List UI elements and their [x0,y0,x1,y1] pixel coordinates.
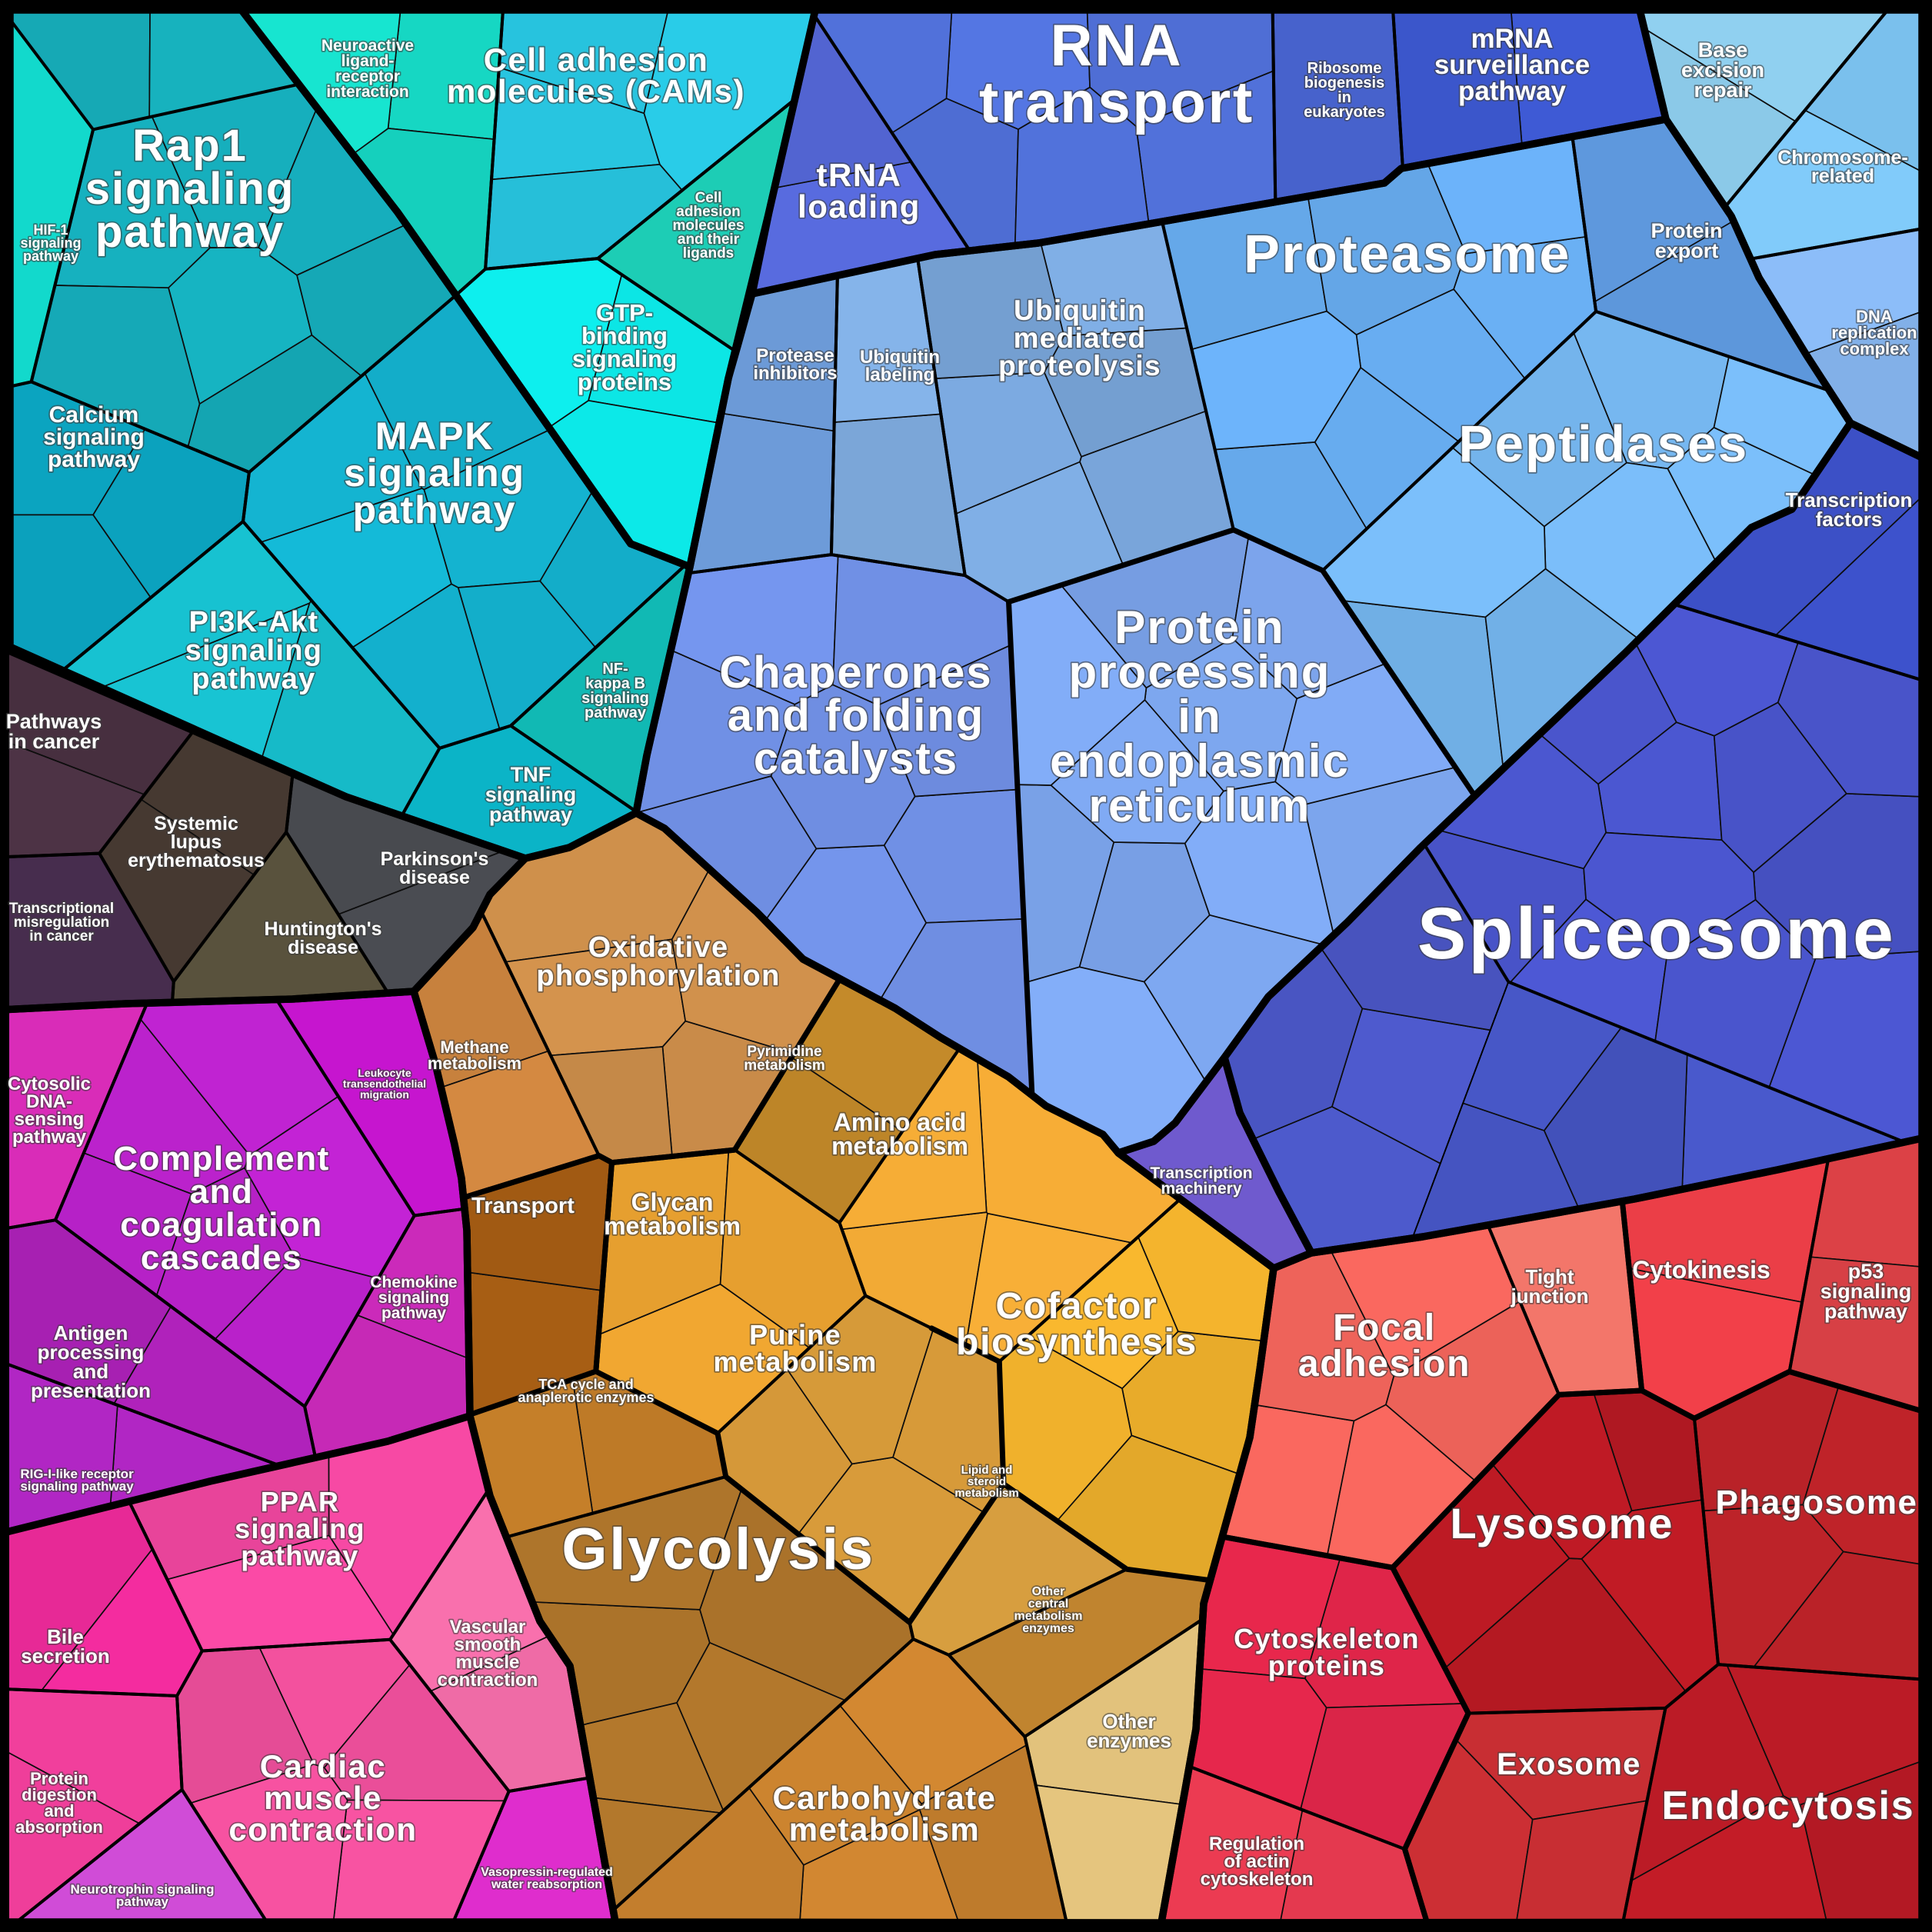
svg-text:Endocytosis: Endocytosis [1662,1784,1915,1828]
svg-text:Transport: Transport [471,1194,575,1218]
svg-text:Peptidases: Peptidases [1459,415,1749,473]
svg-text:Proteasome: Proteasome [1244,224,1571,284]
svg-text:Exosome: Exosome [1497,1747,1641,1781]
svg-text:Spliceosome: Spliceosome [1417,893,1896,974]
svg-text:Cytokinesis: Cytokinesis [1632,1256,1770,1284]
svg-text:Glycolysis: Glycolysis [561,1517,874,1582]
svg-text:Phagosome: Phagosome [1716,1484,1918,1521]
svg-text:Lysosome: Lysosome [1451,1499,1674,1547]
svg-text:Chromosome-related: Chromosome-related [1777,147,1907,187]
